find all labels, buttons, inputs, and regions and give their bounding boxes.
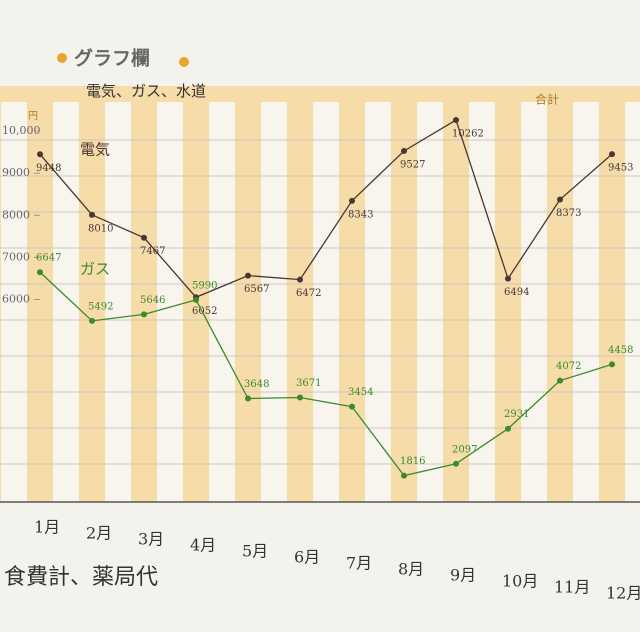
x-tick-label: 7月: [346, 554, 372, 573]
value-label: 6567: [244, 284, 269, 295]
x-tick-label: 3月: [138, 530, 164, 549]
point: [453, 460, 459, 467]
x-tick-label: 9月: [450, 566, 476, 585]
point: [297, 276, 303, 283]
point: [505, 425, 511, 432]
point: [505, 275, 511, 282]
unit: 円: [28, 111, 38, 122]
dot: [179, 57, 189, 67]
header-band: [0, 86, 640, 102]
dot: [57, 53, 67, 63]
point: [609, 151, 615, 158]
value-label: 1816: [400, 456, 425, 467]
footer: 食費計、薬局代: [4, 565, 158, 590]
point: [453, 117, 459, 124]
y-tick-label: 7000: [2, 250, 30, 263]
point: [193, 296, 199, 303]
x-tick-label: 10月: [502, 572, 538, 591]
series-line: [39, 119, 613, 299]
point: [245, 395, 251, 402]
value-label: 6472: [296, 288, 321, 299]
value-label: 5990: [192, 280, 217, 291]
point: [349, 403, 355, 410]
subtitle: 電気、ガス、水道: [86, 82, 206, 100]
value-label: 10262: [452, 129, 484, 140]
series-label: ガス: [80, 260, 110, 278]
point: [349, 197, 355, 204]
x-tick-label: 2月: [86, 524, 112, 543]
x-tick-label: 11月: [554, 578, 590, 597]
value-label: 6647: [36, 253, 61, 264]
value-label: 2097: [452, 444, 477, 455]
value-label: 4458: [608, 345, 633, 356]
y-tick-label: 8000: [2, 208, 30, 221]
point: [89, 317, 95, 324]
x-tick-label: 4月: [190, 536, 216, 555]
series-line: [39, 271, 613, 477]
value-label: 6494: [504, 287, 529, 298]
value-label: 9453: [608, 163, 633, 174]
value-label: 8343: [348, 209, 373, 220]
value-label: 8373: [556, 208, 581, 219]
point: [401, 147, 407, 154]
value-label: 3648: [244, 379, 269, 390]
point: [557, 377, 563, 384]
x-tick-label: 1月: [34, 518, 60, 537]
value-label: 5492: [88, 301, 113, 312]
value-label: 9448: [36, 163, 61, 174]
value-label: 3671: [296, 378, 321, 389]
value-label: 3454: [348, 387, 373, 398]
value-label: 6052: [192, 306, 217, 317]
value-label: 7467: [140, 246, 165, 257]
point: [245, 272, 251, 279]
point: [401, 472, 407, 479]
point: [89, 211, 95, 218]
value-label: 4072: [556, 361, 581, 372]
y-tick-label: 9000: [2, 166, 30, 179]
point: [141, 234, 147, 241]
point: [37, 269, 43, 276]
title: グラフ欄: [74, 47, 150, 70]
point: [37, 151, 43, 158]
value-label: 8010: [88, 223, 113, 234]
point: [297, 394, 303, 401]
value-label: 2931: [504, 409, 529, 420]
x-tick-label: 5月: [242, 542, 268, 561]
y-tick-label: 6000: [2, 292, 30, 305]
x-tick-label: 6月: [294, 548, 320, 567]
value-label: 9527: [400, 159, 425, 170]
total-label: 合計: [535, 92, 559, 107]
point: [141, 311, 147, 318]
y-tick-label: 10,000: [2, 124, 41, 137]
stripes: [0, 102, 640, 502]
point: [609, 361, 615, 368]
point: [557, 196, 563, 203]
x-tick-label: 8月: [398, 560, 424, 579]
value-label: 5646: [140, 295, 165, 306]
x-tick-label: 12月: [606, 584, 640, 603]
series-label: 電気: [80, 140, 110, 158]
